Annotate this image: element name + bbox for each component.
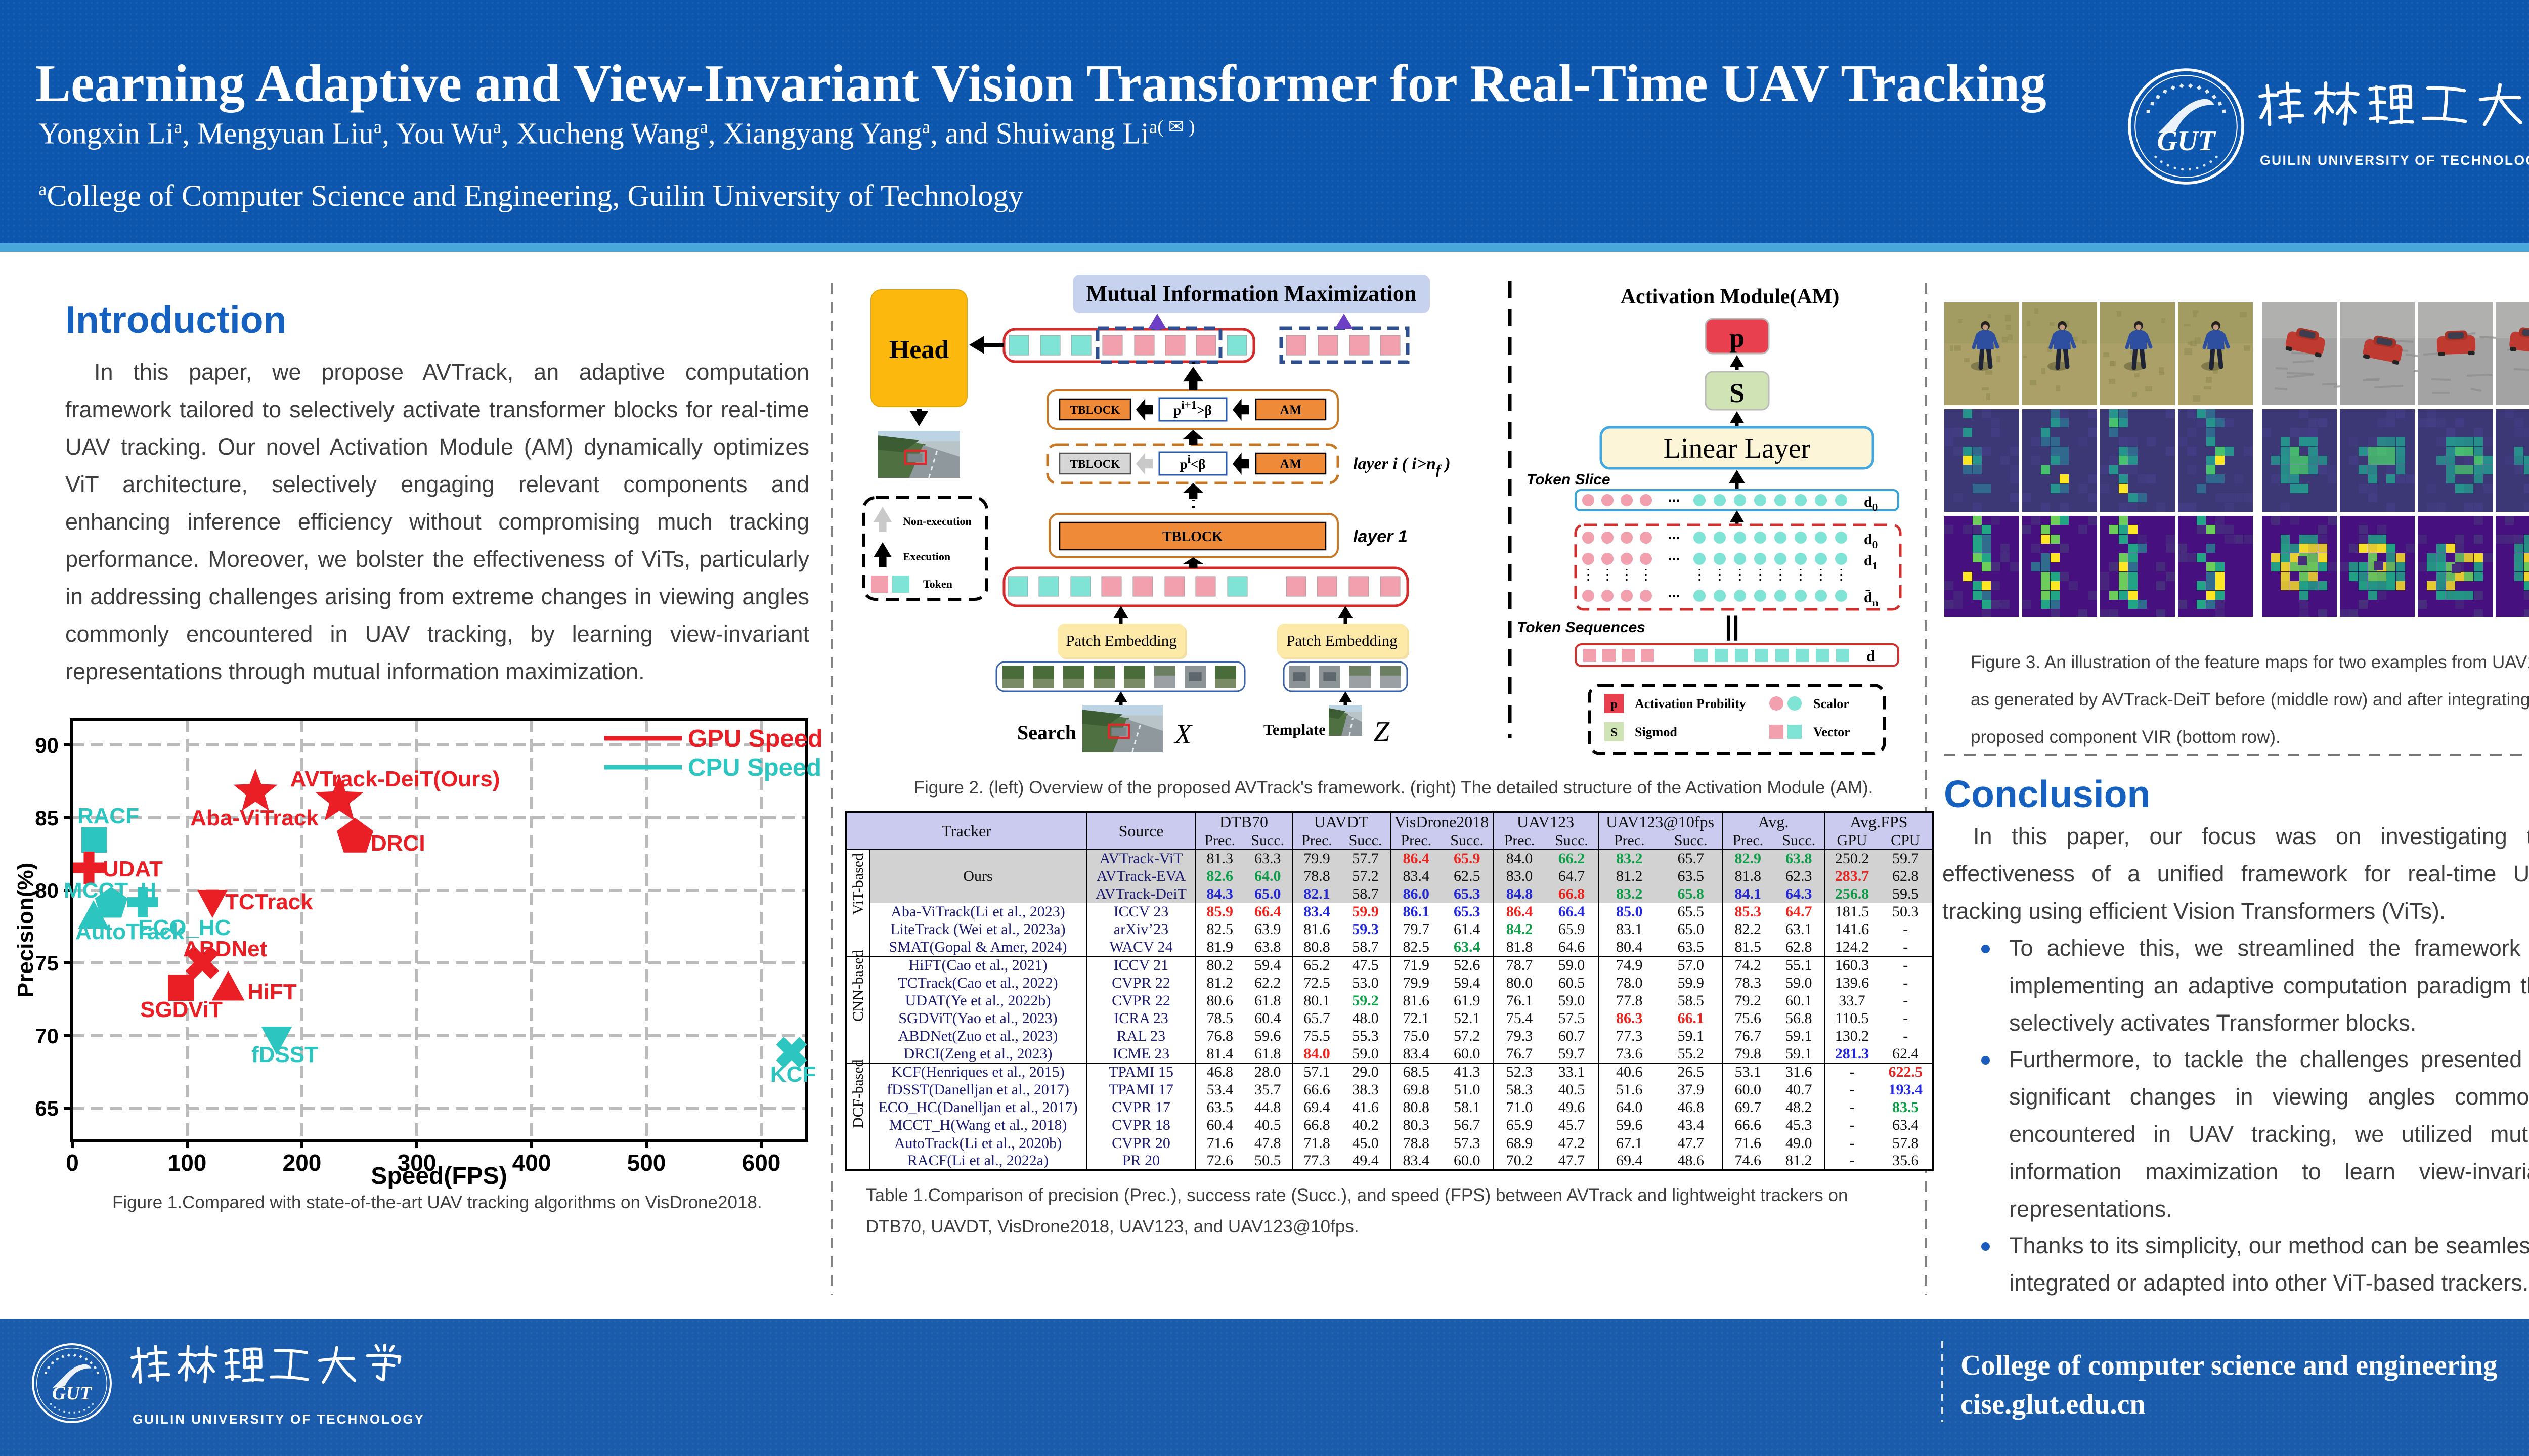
svg-text:AVTrack-DeiT(Ours): AVTrack-DeiT(Ours) <box>290 767 500 791</box>
svg-text:Token Slice: Token Slice <box>1527 471 1610 488</box>
svg-text:Execution: Execution <box>903 550 950 563</box>
svg-text:600: 600 <box>742 1150 781 1176</box>
svg-text:p: p <box>1729 323 1745 353</box>
svg-text:layer 1: layer 1 <box>1353 527 1408 546</box>
svg-text:75: 75 <box>35 951 59 975</box>
svg-text:HiFT: HiFT <box>247 980 297 1004</box>
svg-text:500: 500 <box>627 1150 666 1176</box>
svg-text:Activation Module(AM): Activation Module(AM) <box>1621 285 1840 308</box>
svg-text:TBLOCK: TBLOCK <box>1070 404 1120 416</box>
svg-text:...: ... <box>1668 547 1680 564</box>
svg-text:Vector: Vector <box>1813 725 1850 739</box>
svg-text:SGDViT: SGDViT <box>140 997 223 1022</box>
svg-text:GPU Speed: GPU Speed <box>688 725 823 753</box>
svg-text:Scalor: Scalor <box>1813 696 1849 711</box>
svg-text:ECO_HC: ECO_HC <box>138 915 231 940</box>
svg-text:ABDNet: ABDNet <box>183 937 268 961</box>
svg-text:400: 400 <box>512 1150 551 1176</box>
svg-text:AM: AM <box>1280 403 1301 417</box>
svg-text:GUILIN UNIVERSITY OF TECHNOLOG: GUILIN UNIVERSITY OF TECHNOLOGY <box>133 1411 425 1427</box>
svg-text:...: ... <box>1668 526 1680 543</box>
svg-text:TBLOCK: TBLOCK <box>1162 529 1223 545</box>
svg-text:MCCT_H: MCCT_H <box>64 878 156 903</box>
svg-text:0: 0 <box>66 1150 79 1176</box>
svg-text:85: 85 <box>35 806 59 830</box>
svg-text:Token: Token <box>923 578 952 590</box>
svg-text:Template: Template <box>1263 721 1326 738</box>
svg-text:CPU Speed: CPU Speed <box>688 754 821 781</box>
svg-text:90: 90 <box>35 733 59 757</box>
svg-text:70: 70 <box>35 1024 59 1048</box>
svg-text:GUT: GUT <box>2157 125 2216 157</box>
svg-text:KCF: KCF <box>770 1062 816 1087</box>
svg-text:Linear Layer: Linear Layer <box>1664 433 1811 464</box>
svg-text:fDSST: fDSST <box>251 1042 318 1067</box>
svg-text:AM: AM <box>1280 457 1301 471</box>
svg-text:Patch Embedding: Patch Embedding <box>1066 632 1177 649</box>
svg-text:300: 300 <box>398 1150 437 1176</box>
svg-text:80: 80 <box>35 878 59 902</box>
svg-text:200: 200 <box>283 1150 322 1176</box>
svg-text:65: 65 <box>35 1096 59 1120</box>
svg-text:...: ... <box>1668 584 1680 601</box>
svg-text:...: ... <box>1668 489 1680 505</box>
svg-text:d⃗: d⃗ <box>1866 647 1888 665</box>
svg-text:p: p <box>1610 698 1617 711</box>
svg-text:layer i ( i>nf ): layer i ( i>nf ) <box>1353 455 1451 477</box>
svg-text:S: S <box>1610 726 1617 739</box>
svg-text:AutoTrack: AutoTrack <box>75 919 185 944</box>
svg-text:Sigmod: Sigmod <box>1635 725 1677 739</box>
svg-text:GUT: GUT <box>52 1383 93 1404</box>
svg-text:TBLOCK: TBLOCK <box>1070 458 1120 470</box>
svg-text:Activation Probility: Activation Probility <box>1635 696 1746 711</box>
svg-text:Z: Z <box>1374 716 1390 747</box>
svg-text:DRCI: DRCI <box>371 831 425 856</box>
svg-text:UDAT: UDAT <box>103 857 163 881</box>
svg-text:Speed(FPS): Speed(FPS) <box>371 1163 507 1189</box>
svg-text:Aba-ViTrack: Aba-ViTrack <box>190 806 319 830</box>
svg-text:Patch Embedding: Patch Embedding <box>1286 632 1398 649</box>
svg-text:S: S <box>1729 378 1745 408</box>
svg-text:||: || <box>1725 611 1739 641</box>
svg-text:Mutual Information Maximizatio: Mutual Information Maximization <box>1086 281 1417 306</box>
svg-text:RACF: RACF <box>77 804 139 828</box>
svg-text:TCTrack: TCTrack <box>225 890 313 914</box>
svg-text:GUILIN UNIVERSITY OF TECHNOLOG: GUILIN UNIVERSITY OF TECHNOLOGY <box>2260 153 2529 168</box>
svg-text:X: X <box>1173 719 1193 750</box>
svg-text:Head: Head <box>889 335 949 364</box>
svg-text:Non-execution: Non-execution <box>903 515 972 527</box>
svg-text:Precision(%): Precision(%) <box>13 863 38 998</box>
svg-text:Search: Search <box>1017 721 1076 744</box>
svg-text:Token Sequences: Token Sequences <box>1517 619 1645 636</box>
svg-text:100: 100 <box>168 1150 207 1176</box>
